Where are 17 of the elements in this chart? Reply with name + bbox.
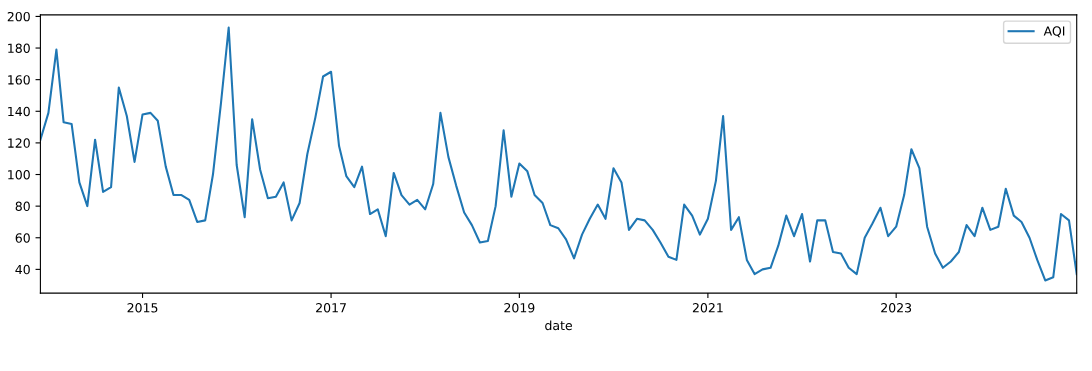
y-tick-label: 180: [8, 43, 30, 53]
legend-label: AQI: [1043, 26, 1065, 38]
y-tick-label: 120: [8, 138, 30, 148]
y-tick-label: 40: [15, 264, 30, 275]
x-tick-label: 2019: [504, 303, 535, 313]
x-tick-label: 2021: [692, 303, 723, 313]
y-tick-label: 80: [15, 201, 30, 212]
x-tick-label: 2015: [127, 303, 158, 313]
x-tick-label: 2023: [881, 303, 912, 313]
x-tick-label: 2017: [316, 303, 346, 313]
y-tick-label: 100: [8, 169, 30, 180]
line-series: [40, 26, 1077, 282]
x-axis-title: date: [545, 320, 572, 331]
y-tick-label: 160: [8, 75, 30, 85]
y-tick-label: 60: [15, 233, 30, 243]
y-tick-label: 140: [8, 106, 30, 117]
y-tick-label: 200: [7, 11, 30, 22]
